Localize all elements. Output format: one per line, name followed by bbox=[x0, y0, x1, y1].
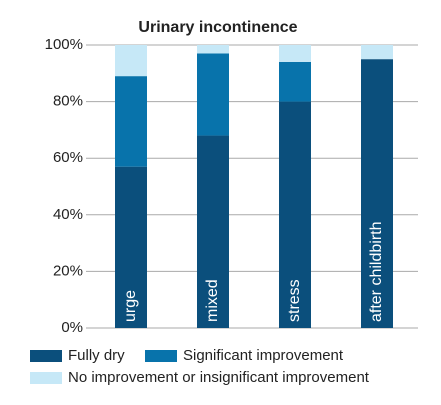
category-label: urge bbox=[122, 290, 139, 322]
y-tick-label: 100% bbox=[45, 36, 83, 53]
category-label: stress bbox=[286, 279, 303, 322]
bar-segment bbox=[115, 76, 147, 167]
category-label: mixed bbox=[204, 279, 221, 322]
chart-title: Urinary incontinence bbox=[138, 19, 297, 36]
y-tick-label: 80% bbox=[53, 93, 83, 110]
bar-segment bbox=[279, 61, 311, 102]
bar-segment bbox=[279, 45, 311, 62]
bar-segment bbox=[361, 45, 393, 60]
y-tick-label: 20% bbox=[53, 262, 83, 279]
legend-swatch bbox=[145, 350, 177, 362]
legend-label: Significant improvement bbox=[183, 347, 344, 364]
bar-segment bbox=[115, 166, 147, 328]
legend-swatch bbox=[30, 350, 62, 362]
y-tick-label: 60% bbox=[53, 149, 83, 166]
bar-segment bbox=[197, 53, 229, 136]
bar-segment bbox=[279, 101, 311, 328]
bar-segment bbox=[361, 59, 393, 329]
y-tick-label: 40% bbox=[53, 206, 83, 223]
legend-swatch bbox=[30, 372, 62, 384]
bar-segment bbox=[197, 45, 229, 54]
legend-label: Fully dry bbox=[68, 347, 125, 364]
bar-segment bbox=[115, 45, 147, 77]
bar-segment bbox=[197, 135, 229, 328]
y-tick-label: 0% bbox=[61, 319, 83, 336]
category-label: after childbirth bbox=[368, 222, 385, 323]
legend-label: No improvement or insignificant improvem… bbox=[68, 369, 370, 386]
